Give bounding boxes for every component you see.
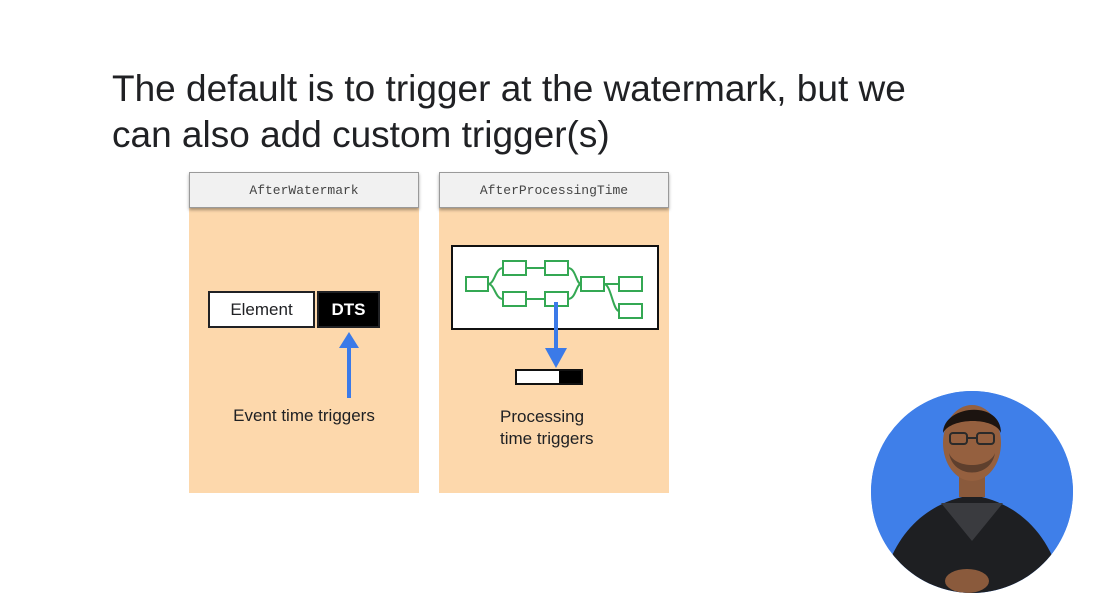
presenter-video (871, 391, 1073, 593)
pipeline-graph (451, 245, 659, 330)
presenter-avatar-icon (871, 391, 1073, 593)
slide-title-line-1: The default is to trigger at the waterma… (112, 68, 906, 109)
after-processing-time-header: AfterProcessingTime (439, 172, 669, 208)
after-processing-time-panel: AfterProcessingTime (439, 172, 669, 493)
after-watermark-header: AfterWatermark (189, 172, 419, 208)
pipeline-node (580, 276, 605, 292)
dts-box: DTS (317, 291, 380, 328)
pipeline-node (502, 260, 527, 276)
event-time-caption: Event time triggers (233, 406, 375, 425)
event-time-arrow (339, 332, 359, 398)
pipeline-edge (567, 267, 582, 285)
processing-time-arrow (545, 302, 567, 368)
pipeline-edge (567, 283, 582, 300)
pipeline-node (618, 303, 643, 319)
pipeline-edge (487, 267, 504, 285)
element-box: Element (208, 291, 315, 328)
pipeline-node (544, 260, 569, 276)
processing-time-caption: Processing time triggers (500, 406, 660, 450)
pipeline-edge (487, 283, 504, 300)
pipeline-graph-svg (465, 260, 643, 319)
progress-bar-fill (558, 371, 581, 383)
after-watermark-panel: AfterWatermark Element DTS Event time tr… (189, 172, 419, 493)
pipeline-node (502, 291, 527, 307)
processing-time-progress-bar (515, 369, 583, 385)
processing-time-caption-line-2: time triggers (500, 429, 594, 448)
pipeline-node (618, 276, 643, 292)
slide-title-line-2: can also add custom trigger(s) (112, 114, 610, 155)
pipeline-edge (603, 283, 620, 312)
pipeline-node (465, 276, 489, 292)
processing-time-caption-line-1: Processing (500, 407, 585, 426)
slide-title: The default is to trigger at the waterma… (112, 66, 1012, 158)
